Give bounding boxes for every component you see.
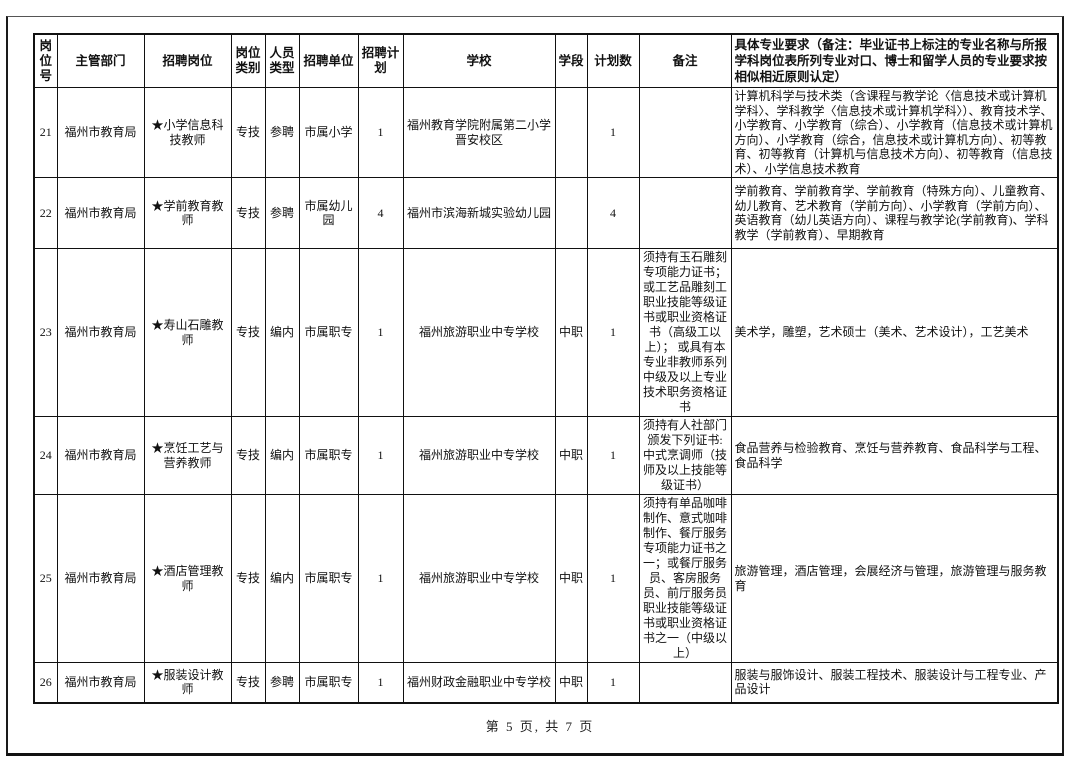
cell-personnel-type: 参聘 bbox=[264, 177, 300, 249]
cell-department: 福州市教育局 bbox=[56, 416, 145, 495]
cell-major-requirements: 学前教育、学前教育学、学前教育（特殊方向）、儿童教育、幼儿教育、艺术教育（学前方… bbox=[730, 177, 1059, 249]
cell-plan-count: 1 bbox=[586, 416, 640, 495]
cell-major-requirements: 服装与服饰设计、服装工程技术、服装设计与工程专业、产品设计 bbox=[730, 662, 1059, 703]
cell-personnel-type: 参聘 bbox=[264, 662, 300, 703]
cell-recruit-plan: 1 bbox=[357, 416, 404, 495]
cell-department: 福州市教育局 bbox=[56, 177, 145, 249]
cell-major-requirements: 食品营养与检验教育、烹饪与营养教育、食品科学与工程、食品科学 bbox=[730, 416, 1059, 495]
cell-post-category: 专技 bbox=[230, 494, 266, 663]
cell-post-category: 专技 bbox=[230, 87, 266, 178]
cell-stage: 中职 bbox=[554, 416, 588, 495]
cell-post-category: 专技 bbox=[230, 416, 266, 495]
cell-school: 福州财政金融职业中专学校 bbox=[402, 662, 556, 703]
cell-post-no: 22 bbox=[33, 177, 58, 249]
cell-recruit-plan: 1 bbox=[357, 248, 404, 417]
cell-recruit-plan: 1 bbox=[357, 494, 404, 663]
cell-stage: 中职 bbox=[554, 662, 588, 703]
col-header-recruiting-unit: 招聘单位 bbox=[298, 33, 359, 88]
header-row: 岗位号 主管部门 招聘岗位 岗位类别 人员类型 招聘单位 招聘计划 学校 学段 … bbox=[33, 33, 1059, 88]
cell-plan-count: 4 bbox=[586, 177, 640, 249]
cell-recruit-plan: 1 bbox=[357, 662, 404, 703]
table-row: 23 福州市教育局 ★寿山石雕教师 专技 编内 市属职专 1 福州旅游职业中专学… bbox=[33, 248, 1059, 417]
cell-recruiting-unit: 市属职专 bbox=[298, 416, 359, 495]
col-header-personnel-type: 人员类型 bbox=[264, 33, 300, 88]
cell-plan-count: 1 bbox=[586, 87, 640, 178]
col-header-plan-count: 计划数 bbox=[586, 33, 640, 88]
cell-remarks: 须持有玉石雕刻专项能力证书；或工艺品雕刻工职业技能等级证书或职业资格证书（高级工… bbox=[638, 248, 732, 417]
cell-personnel-type: 编内 bbox=[264, 494, 300, 663]
cell-school: 福州旅游职业中专学校 bbox=[402, 494, 556, 663]
cell-remarks bbox=[638, 177, 732, 249]
cell-position: ★服装设计教师 bbox=[143, 662, 232, 703]
cell-recruiting-unit: 市属幼儿园 bbox=[298, 177, 359, 249]
cell-post-category: 专技 bbox=[230, 662, 266, 703]
table-row: 25 福州市教育局 ★酒店管理教师 专技 编内 市属职专 1 福州旅游职业中专学… bbox=[33, 494, 1059, 663]
col-header-position: 招聘岗位 bbox=[143, 33, 232, 88]
cell-position: ★寿山石雕教师 bbox=[143, 248, 232, 417]
cell-post-category: 专技 bbox=[230, 248, 266, 417]
recruitment-table: 岗位号 主管部门 招聘岗位 岗位类别 人员类型 招聘单位 招聘计划 学校 学段 … bbox=[33, 33, 1059, 704]
cell-stage: 中职 bbox=[554, 248, 588, 417]
col-header-recruit-plan: 招聘计划 bbox=[357, 33, 404, 88]
cell-recruiting-unit: 市属小学 bbox=[298, 87, 359, 178]
cell-plan-count: 1 bbox=[586, 494, 640, 663]
cell-remarks: 须持有单品咖啡制作、意式咖啡制作、餐厅服务专项能力证书之一；或餐厅服务员、客房服… bbox=[638, 494, 732, 663]
cell-department: 福州市教育局 bbox=[56, 494, 145, 663]
cell-personnel-type: 编内 bbox=[264, 416, 300, 495]
col-header-stage: 学段 bbox=[554, 33, 588, 88]
cell-personnel-type: 参聘 bbox=[264, 87, 300, 178]
col-header-remarks: 备注 bbox=[638, 33, 732, 88]
cell-major-requirements: 旅游管理，酒店管理，会展经济与管理，旅游管理与服务教育 bbox=[730, 494, 1059, 663]
cell-position: ★烹饪工艺与营养教师 bbox=[143, 416, 232, 495]
cell-post-no: 25 bbox=[33, 494, 58, 663]
table-row: 21 福州市教育局 ★小学信息科技教师 专技 参聘 市属小学 1 福州教育学院附… bbox=[33, 87, 1059, 178]
cell-position: ★学前教育教师 bbox=[143, 177, 232, 249]
table-row: 26 福州市教育局 ★服装设计教师 专技 参聘 市属职专 1 福州财政金融职业中… bbox=[33, 662, 1059, 703]
col-header-post-category: 岗位类别 bbox=[230, 33, 266, 88]
cell-post-category: 专技 bbox=[230, 177, 266, 249]
cell-plan-count: 1 bbox=[586, 662, 640, 703]
cell-remarks bbox=[638, 662, 732, 703]
cell-school: 福州教育学院附属第二小学晋安校区 bbox=[402, 87, 556, 178]
col-header-major-requirements: 具体专业要求（备注：毕业证书上标注的专业名称与所报学科岗位表所列专业对口、博士和… bbox=[730, 33, 1059, 88]
cell-post-no: 23 bbox=[33, 248, 58, 417]
cell-stage bbox=[554, 87, 588, 178]
cell-recruit-plan: 1 bbox=[357, 87, 404, 178]
cell-major-requirements: 美术学，雕塑，艺术硕士（美术、艺术设计），工艺美术 bbox=[730, 248, 1059, 417]
cell-department: 福州市教育局 bbox=[56, 248, 145, 417]
col-header-department: 主管部门 bbox=[56, 33, 145, 88]
table-row: 22 福州市教育局 ★学前教育教师 专技 参聘 市属幼儿园 4 福州市滨海新城实… bbox=[33, 177, 1059, 249]
cell-stage bbox=[554, 177, 588, 249]
cell-school: 福州旅游职业中专学校 bbox=[402, 416, 556, 495]
cell-major-requirements: 计算机科学与技术类（含课程与教学论〈信息技术或计算机学科〉、学科教学〈信息技术或… bbox=[730, 87, 1059, 178]
cell-recruit-plan: 4 bbox=[357, 177, 404, 249]
cell-school: 福州市滨海新城实验幼儿园 bbox=[402, 177, 556, 249]
cell-recruiting-unit: 市属职专 bbox=[298, 494, 359, 663]
cell-post-no: 21 bbox=[33, 87, 58, 178]
cell-stage: 中职 bbox=[554, 494, 588, 663]
cell-position: ★小学信息科技教师 bbox=[143, 87, 232, 178]
table-row: 24 福州市教育局 ★烹饪工艺与营养教师 专技 编内 市属职专 1 福州旅游职业… bbox=[33, 416, 1059, 495]
cell-school: 福州旅游职业中专学校 bbox=[402, 248, 556, 417]
cell-post-no: 26 bbox=[33, 662, 58, 703]
col-header-school: 学校 bbox=[402, 33, 556, 88]
cell-plan-count: 1 bbox=[586, 248, 640, 417]
page-number: 第 5 页, 共 7 页 bbox=[485, 719, 595, 734]
cell-personnel-type: 编内 bbox=[264, 248, 300, 417]
cell-recruiting-unit: 市属职专 bbox=[298, 662, 359, 703]
cell-remarks: 须持有人社部门颁发下列证书:中式烹调师（技师及以上技能等级证书） bbox=[638, 416, 732, 495]
cell-department: 福州市教育局 bbox=[56, 87, 145, 178]
cell-remarks bbox=[638, 87, 732, 178]
cell-position: ★酒店管理教师 bbox=[143, 494, 232, 663]
cell-recruiting-unit: 市属职专 bbox=[298, 248, 359, 417]
col-header-post-no: 岗位号 bbox=[33, 33, 58, 88]
cell-post-no: 24 bbox=[33, 416, 58, 495]
cell-department: 福州市教育局 bbox=[56, 662, 145, 703]
